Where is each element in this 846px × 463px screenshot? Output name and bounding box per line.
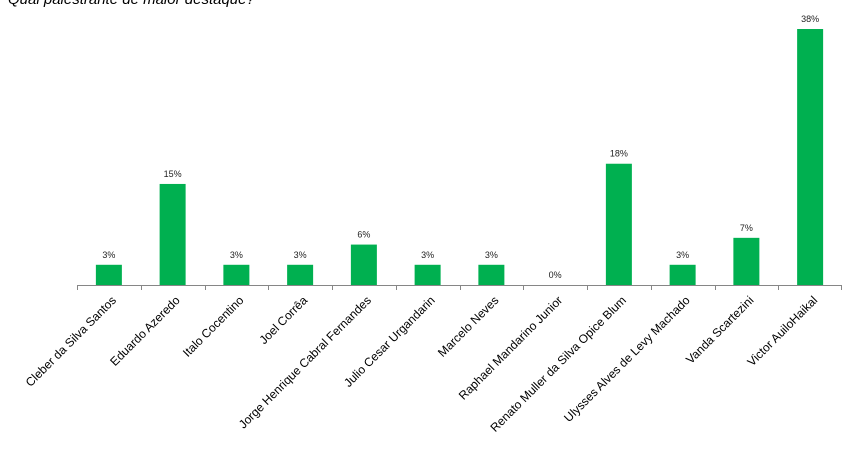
category-label: Joel Corrêa — [256, 293, 310, 347]
bar — [414, 264, 441, 285]
data-label: 6% — [357, 230, 370, 240]
bar — [287, 264, 314, 285]
data-label: 0% — [549, 270, 562, 280]
data-label: 3% — [421, 250, 434, 260]
data-label: 3% — [102, 250, 115, 260]
bar — [223, 264, 250, 285]
bar — [478, 264, 505, 285]
bar — [669, 264, 696, 285]
data-label: 3% — [676, 250, 689, 260]
bar — [797, 29, 824, 285]
data-label: 38% — [801, 14, 819, 24]
data-label: 3% — [485, 250, 498, 260]
bar — [159, 183, 186, 285]
category-label: Cleber da Silva Santos — [23, 293, 119, 389]
bar — [733, 237, 760, 285]
bar — [95, 264, 122, 285]
data-label: 3% — [230, 250, 243, 260]
category-label: Marcelo Neves — [435, 293, 501, 359]
category-label: Ulysses Alves de Levy Machado — [561, 293, 693, 425]
data-label: 18% — [610, 149, 628, 159]
category-label: Jorge Henrique Cabral Fernandes — [236, 293, 374, 431]
category-label: Victor AuiloHaikal — [744, 293, 820, 369]
bar — [605, 163, 632, 285]
data-label: 3% — [294, 250, 307, 260]
data-label: 7% — [740, 223, 753, 233]
category-label: Italo Cocentino — [180, 293, 247, 360]
data-label: 15% — [164, 169, 182, 179]
category-label: Eduardo Azeredo — [107, 293, 183, 369]
category-label: Raphael Mandarino Junior — [456, 293, 565, 402]
category-label: Renato Muller da Silva Opice Blum — [488, 293, 629, 434]
chart-title: Qual palestrante de maior destaque? — [8, 0, 255, 8]
bar — [350, 244, 377, 285]
category-label: Vanda Scartezini — [683, 293, 756, 366]
